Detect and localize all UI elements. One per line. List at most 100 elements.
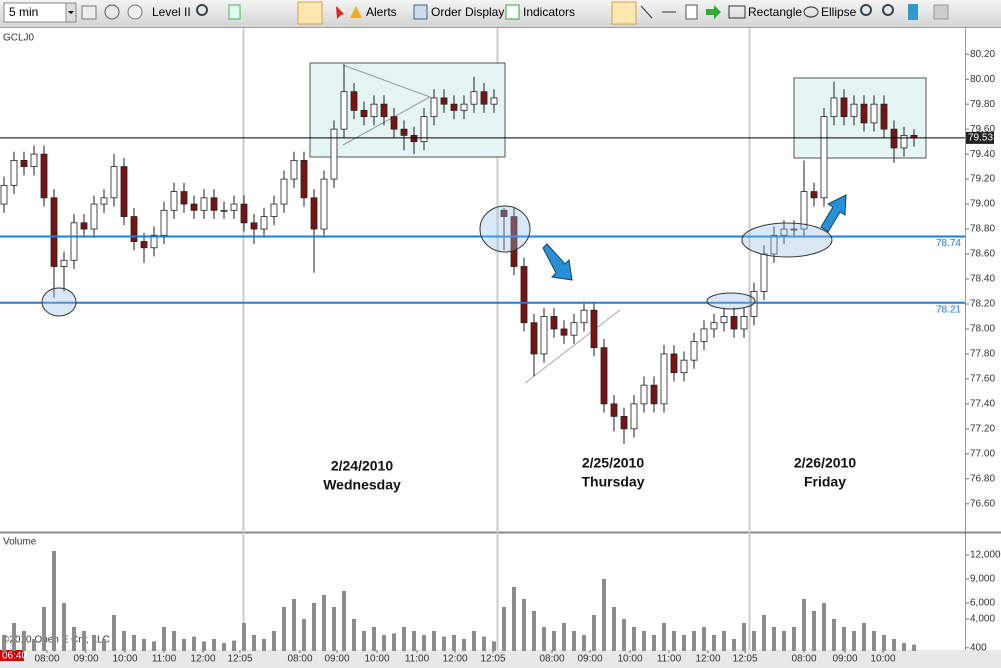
volume-bar <box>562 623 566 651</box>
candle-body <box>860 103 868 124</box>
volume-bar <box>862 623 866 651</box>
highlight-ellipse <box>706 292 756 310</box>
order-display-button[interactable]: Order Display <box>431 5 504 19</box>
pin-tool[interactable] <box>336 6 344 19</box>
volume-bar <box>662 623 666 651</box>
alerts-icon[interactable] <box>350 6 362 18</box>
volume-bar <box>192 636 196 651</box>
candle-body <box>670 353 678 374</box>
candle-body <box>90 203 98 230</box>
select-tool[interactable] <box>611 1 637 25</box>
volume-bar <box>402 627 406 651</box>
volume-bar <box>432 631 436 651</box>
candle-body <box>700 328 708 342</box>
zoom-out[interactable] <box>882 4 894 16</box>
y-tick-label: 79.40 <box>970 149 995 160</box>
doc-icon[interactable] <box>228 4 241 20</box>
note-tool[interactable] <box>685 4 698 20</box>
volume-bar <box>172 631 176 651</box>
candle-body <box>540 316 548 355</box>
volume-bar <box>452 635 456 651</box>
cursor-tool[interactable] <box>297 1 323 25</box>
y-tick-label: 77.40 <box>970 399 995 410</box>
y-tick-label: 80.00 <box>970 74 995 85</box>
candle-body <box>450 103 458 111</box>
level2-button[interactable]: Level II <box>152 5 191 19</box>
candle-body <box>770 234 778 255</box>
y-tick-label: 4,000 <box>970 614 995 625</box>
candle-body <box>650 384 658 405</box>
date-annotation: 2/26/2010 <box>794 455 856 471</box>
volume-bar <box>482 636 486 651</box>
volume-bar <box>262 639 266 651</box>
ellipse-icon[interactable] <box>803 6 819 18</box>
volume-bar <box>422 635 426 651</box>
candle-body <box>690 341 698 361</box>
zoom-icon[interactable] <box>196 4 208 16</box>
y-tick-label: 79.20 <box>970 174 995 185</box>
settings-icon[interactable] <box>933 4 949 20</box>
rectangle-icon[interactable] <box>728 5 746 19</box>
candle-body <box>260 216 268 230</box>
volume-bar <box>582 635 586 651</box>
volume-bar <box>442 636 446 651</box>
x-tick-label: 09:00 <box>73 654 98 665</box>
indicators-button[interactable]: Indicators <box>523 5 575 19</box>
candle-body <box>760 253 768 292</box>
volume-bar <box>112 615 116 651</box>
candle-body <box>300 159 308 199</box>
x-tick-label: 08:00 <box>791 654 816 665</box>
candle-body <box>440 97 448 105</box>
y-tick-label: 78.40 <box>970 274 995 285</box>
indicators-icon[interactable] <box>505 4 520 20</box>
time-axis <box>0 650 1001 668</box>
volume-bar <box>212 639 216 651</box>
volume-bar <box>762 615 766 651</box>
x-tick-label: 10:00 <box>364 654 389 665</box>
phone-icon[interactable] <box>908 4 918 20</box>
down-arrow <box>542 243 573 281</box>
ellipse-tool[interactable]: Ellipse <box>821 5 857 19</box>
clock-icon[interactable] <box>127 4 143 20</box>
x-tick-label: 08:00 <box>287 654 312 665</box>
volume-bar <box>32 639 36 651</box>
x-tick-label: 11:00 <box>657 654 682 665</box>
alerts-button[interactable]: Alerts <box>366 5 397 19</box>
zoom-in[interactable] <box>860 4 872 16</box>
dropdown-arrow <box>68 11 74 14</box>
volume-bar <box>602 579 606 651</box>
volume-bar <box>732 639 736 651</box>
candle-body <box>500 209 508 217</box>
volume-bar <box>42 607 46 651</box>
y-tick-label: 77.00 <box>970 448 995 459</box>
volume-bar <box>292 599 296 651</box>
table-icon[interactable] <box>81 5 97 20</box>
volume-bar <box>822 603 826 651</box>
y-tick-label: 77.60 <box>970 374 995 385</box>
timeframe[interactable]: 5 min <box>9 5 38 19</box>
candle-body <box>350 91 358 111</box>
candle-body <box>730 316 738 330</box>
volume-bar <box>252 635 256 651</box>
volume-bar <box>52 551 56 651</box>
volume-bar <box>342 591 346 651</box>
order-icon[interactable] <box>413 4 428 20</box>
globe-icon[interactable] <box>104 4 120 20</box>
candle-body <box>380 103 388 118</box>
candle-body <box>420 116 428 143</box>
volume-bar <box>352 619 356 651</box>
arrow-tool[interactable] <box>706 5 721 19</box>
x-tick-label: 11:00 <box>405 654 430 665</box>
volume-bar <box>472 631 476 651</box>
volume-bar <box>362 631 366 651</box>
rectangle-tool[interactable]: Rectangle <box>748 5 802 19</box>
line-tool[interactable] <box>640 5 653 19</box>
candle-body <box>830 97 838 118</box>
candle-body <box>120 166 128 217</box>
candle-body <box>890 128 898 149</box>
volume-bar <box>2 635 6 651</box>
candle-body <box>550 316 558 330</box>
x-tick-label: 09:00 <box>324 654 349 665</box>
candle-body <box>640 384 648 405</box>
y-tick-label: 78.00 <box>970 324 995 335</box>
